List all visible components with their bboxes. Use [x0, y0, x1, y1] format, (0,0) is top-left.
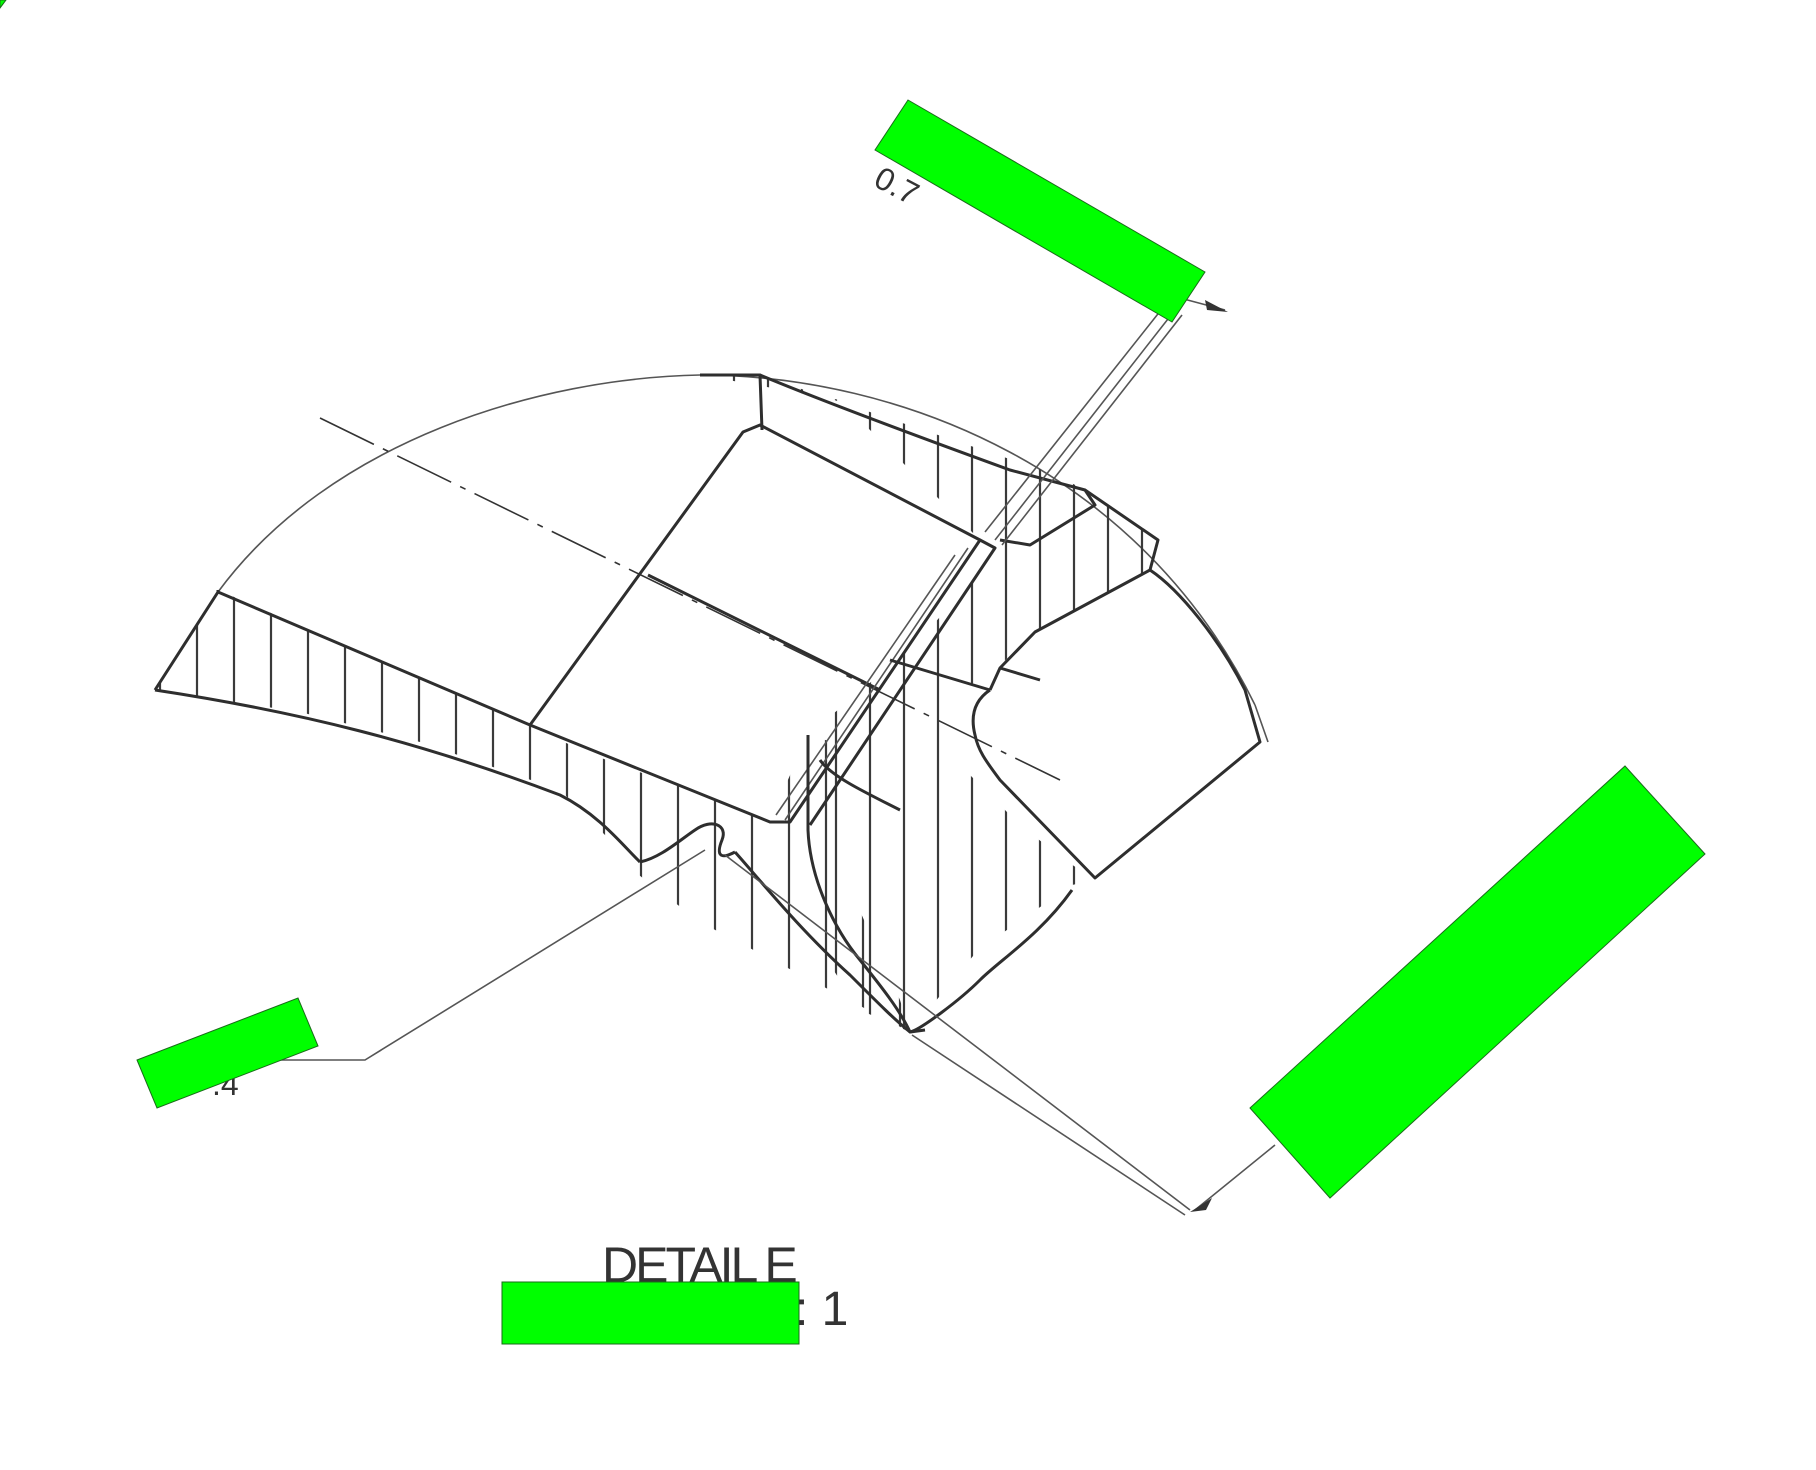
arc-right-edge [1254, 704, 1269, 743]
pocket-bevel [999, 666, 1041, 682]
center-line [319, 417, 1061, 781]
redaction-right [1249, 765, 1706, 1199]
section-hatching [158, 590, 902, 1032]
left-body-outline [154, 688, 642, 864]
left-leader [270, 849, 706, 1061]
redaction-top [874, 99, 1206, 323]
dimension-arrow [1190, 1198, 1212, 1212]
extension-line [724, 854, 1191, 1211]
top-leader-1 [984, 304, 1166, 533]
dimension-line-br [1194, 1144, 1276, 1211]
redaction-left [136, 997, 319, 1109]
top-leader-2 [994, 309, 1176, 541]
outer-arc [217, 374, 1256, 706]
detail-scale: : 1 [795, 1283, 848, 1336]
strip-edge-2 [784, 547, 969, 821]
right-pocket [971, 568, 1262, 880]
upper-step-edge [759, 373, 1097, 547]
section-hatching-right [700, 375, 1144, 1032]
top-leader-3 [1001, 314, 1183, 546]
corner-mark-top [0, 0, 7, 9]
redaction-scale [501, 1281, 800, 1345]
strip-edge-5 [818, 759, 901, 812]
top-arrow [1205, 300, 1228, 312]
central-land [528, 423, 982, 824]
extension-line-2 [911, 1034, 1186, 1216]
relief-groove [639, 822, 736, 864]
land-mid-line [647, 573, 881, 692]
strip-edge-1 [808, 538, 997, 826]
strip-edge-3 [775, 554, 956, 816]
left-slot-edge [153, 591, 220, 691]
right-rim [988, 488, 1160, 691]
strip-edge-4 [889, 658, 991, 692]
left-top-edge [217, 590, 531, 727]
upper-step [700, 373, 764, 431]
